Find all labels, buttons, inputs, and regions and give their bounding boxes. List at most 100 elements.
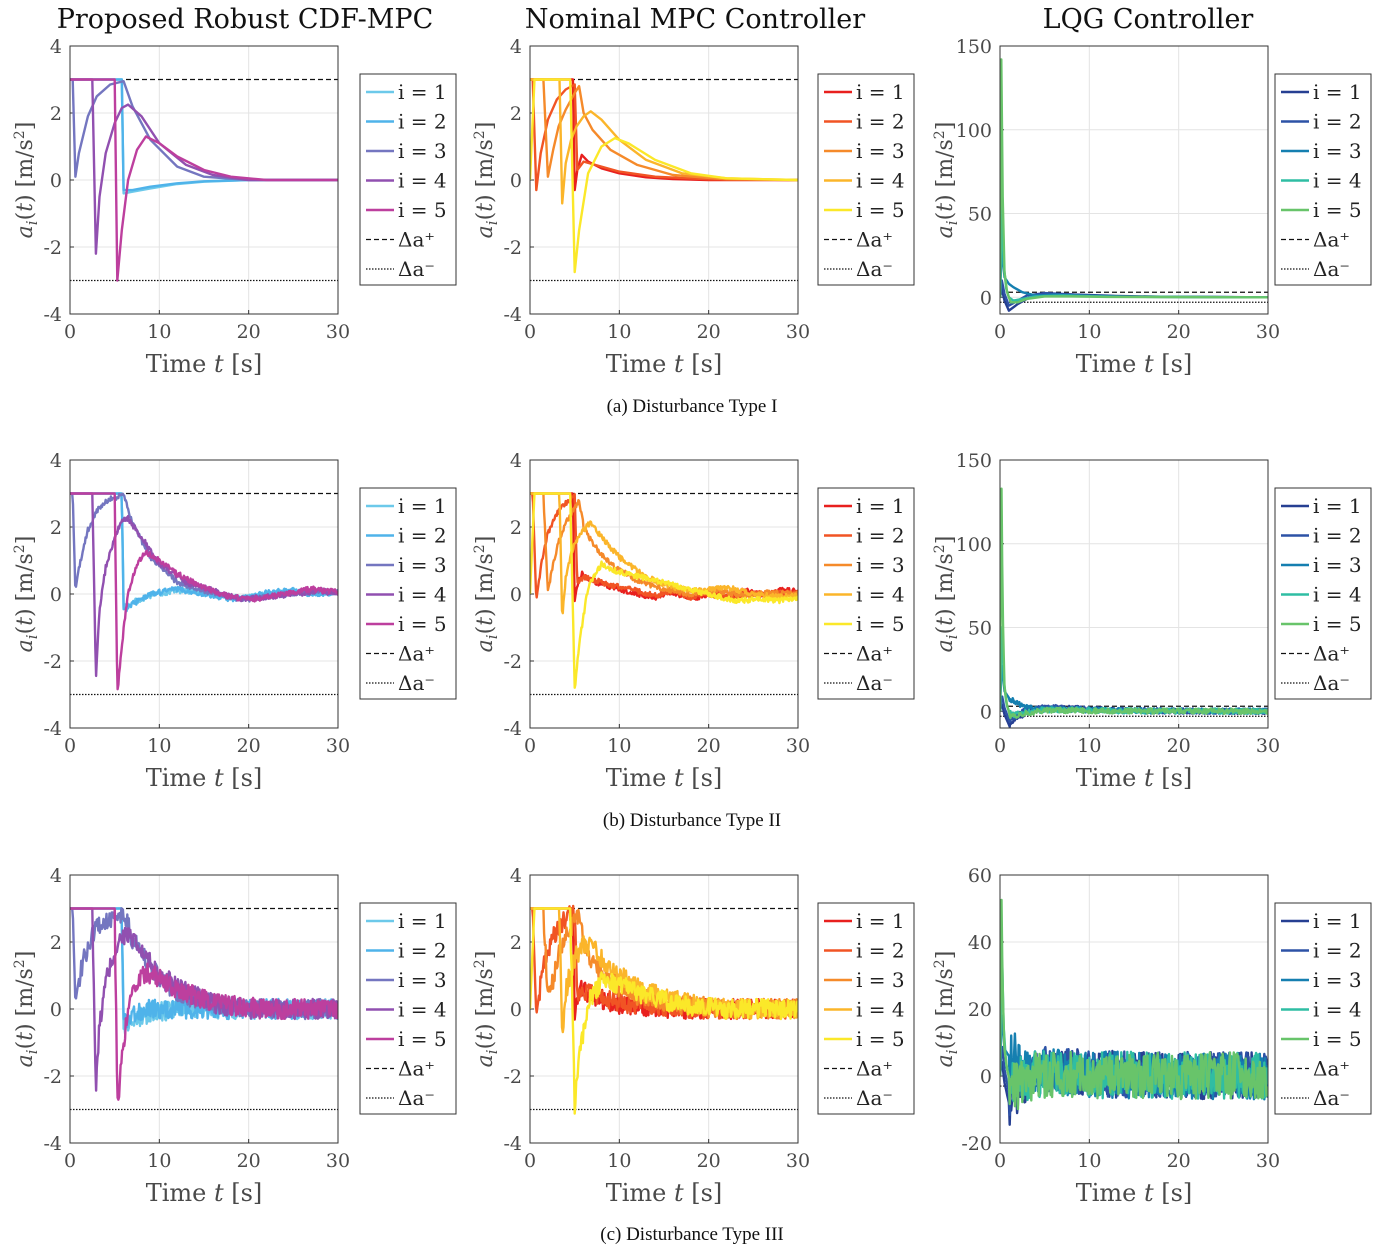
x-tick-label: 30 [786,1150,810,1172]
series-line-3 [530,78,798,182]
y-axis-label: ai(t) [m/s2] [12,951,41,1068]
y-tick-label: 150 [956,450,992,472]
plot-frame [529,45,799,315]
series-line-5 [1000,898,1268,1111]
x-tick-label: 10 [147,735,171,757]
legend-label-3: i = 3 [1313,553,1362,577]
legend-label-2: i = 2 [1313,939,1362,963]
plot-frame [999,45,1269,315]
series-line-5 [530,492,798,689]
y-tick-label: -2 [43,237,62,259]
series-line-5 [530,907,798,1115]
series-line-5 [70,907,338,1101]
row-caption-c: (c) Disturbance Type III [600,1224,784,1245]
y-tick-label: 4 [510,450,522,472]
plot-frame [69,459,339,729]
column-title-cdf-mpc: Proposed Robust CDF-MPC [57,4,434,35]
x-tick-label: 0 [64,321,76,343]
x-tick-label: 30 [1256,735,1280,757]
legend-label-2: i = 2 [1313,524,1362,548]
series-line-2 [530,78,798,192]
legend-label-7: Δa⁻ [856,257,893,281]
x-tick-label: 20 [697,321,721,343]
legend-label-2: i = 2 [856,939,905,963]
legend: i = 1 i = 2 i = 3 i = 4 i = 5 Δa⁺ Δa⁻ [817,902,915,1115]
x-tick-label: 30 [1256,321,1280,343]
y-tick-label: 2 [510,517,522,539]
plot-frame [529,459,799,729]
y-tick-label: 100 [956,534,992,556]
y-tick-label: 0 [50,999,62,1021]
y-tick-label: 4 [510,865,522,887]
y-tick-label: 0 [510,170,522,192]
legend: i = 1 i = 2 i = 3 i = 4 i = 5 Δa⁺ Δa⁻ [359,902,457,1115]
y-tick-label: 0 [50,170,62,192]
legend-label-3: i = 3 [856,553,905,577]
x-axis-label: Time t [s] [606,764,723,792]
x-tick-label: 0 [64,1150,76,1172]
column-title-nominal-mpc: Nominal MPC Controller [525,4,865,35]
series-line-5 [1000,58,1268,304]
legend-label-4: i = 4 [398,169,447,193]
legend-label-6: Δa⁺ [856,1057,893,1081]
y-tick-label: 0 [50,584,62,606]
legend-label-1: i = 1 [1313,80,1362,104]
x-tick-label: 30 [326,321,350,343]
y-tick-label: -4 [43,304,62,326]
plot-frame [999,874,1269,1144]
legend: i = 1 i = 2 i = 3 i = 4 i = 5 Δa⁺ Δa⁻ [1274,487,1372,700]
legend-label-5: i = 5 [398,1027,447,1051]
legend-label-7: Δa⁻ [1313,671,1350,695]
series-line-3 [70,78,338,182]
plot-area [1000,46,1268,314]
x-tick-label: 0 [994,1150,1006,1172]
x-tick-label: 0 [994,321,1006,343]
legend-label-4: i = 4 [1313,583,1362,607]
legend-label-4: i = 4 [856,169,905,193]
legend: i = 1 i = 2 i = 3 i = 4 i = 5 Δa⁺ Δa⁻ [817,487,915,700]
y-axis-label: ai(t) [m/s2] [12,536,41,653]
x-axis-label: Time t [s] [606,1179,723,1207]
series-line-4 [70,78,338,255]
y-tick-label: -2 [503,651,522,673]
x-axis-label: Time t [s] [146,1179,263,1207]
x-tick-label: 20 [1167,1150,1191,1172]
legend: i = 1 i = 2 i = 3 i = 4 i = 5 Δa⁺ Δa⁻ [1274,73,1372,286]
legend-label-5: i = 5 [856,198,905,222]
y-tick-label: 4 [50,450,62,472]
legend-label-4: i = 4 [856,998,905,1022]
legend-label-5: i = 5 [1313,1027,1362,1051]
x-tick-label: 10 [607,735,631,757]
y-tick-label: 60 [968,865,992,887]
y-tick-label: -4 [43,1133,62,1155]
series-line-3 [530,492,798,599]
x-axis-label: Time t [s] [1076,764,1193,792]
legend-label-7: Δa⁻ [398,671,435,695]
legend-label-6: Δa⁺ [1313,228,1350,252]
x-tick-label: 10 [1077,735,1101,757]
y-tick-label: 0 [980,287,992,309]
series-line-5 [530,78,798,274]
y-tick-label: 2 [50,517,62,539]
y-tick-label: -4 [503,304,522,326]
legend-label-1: i = 1 [398,494,447,518]
legend-label-1: i = 1 [398,909,447,933]
legend-label-6: Δa⁺ [856,228,893,252]
y-tick-label: -2 [43,1066,62,1088]
legend-label-7: Δa⁻ [398,1086,435,1110]
x-tick-label: 30 [326,735,350,757]
legend-label-6: Δa⁺ [856,642,893,666]
legend-label-1: i = 1 [856,909,905,933]
legend-label-1: i = 1 [398,80,447,104]
x-tick-label: 20 [1167,321,1191,343]
y-tick-label: -20 [961,1133,992,1155]
x-tick-label: 20 [697,735,721,757]
y-tick-label: 2 [510,103,522,125]
legend-label-5: i = 5 [1313,198,1362,222]
plot-frame [999,459,1269,729]
